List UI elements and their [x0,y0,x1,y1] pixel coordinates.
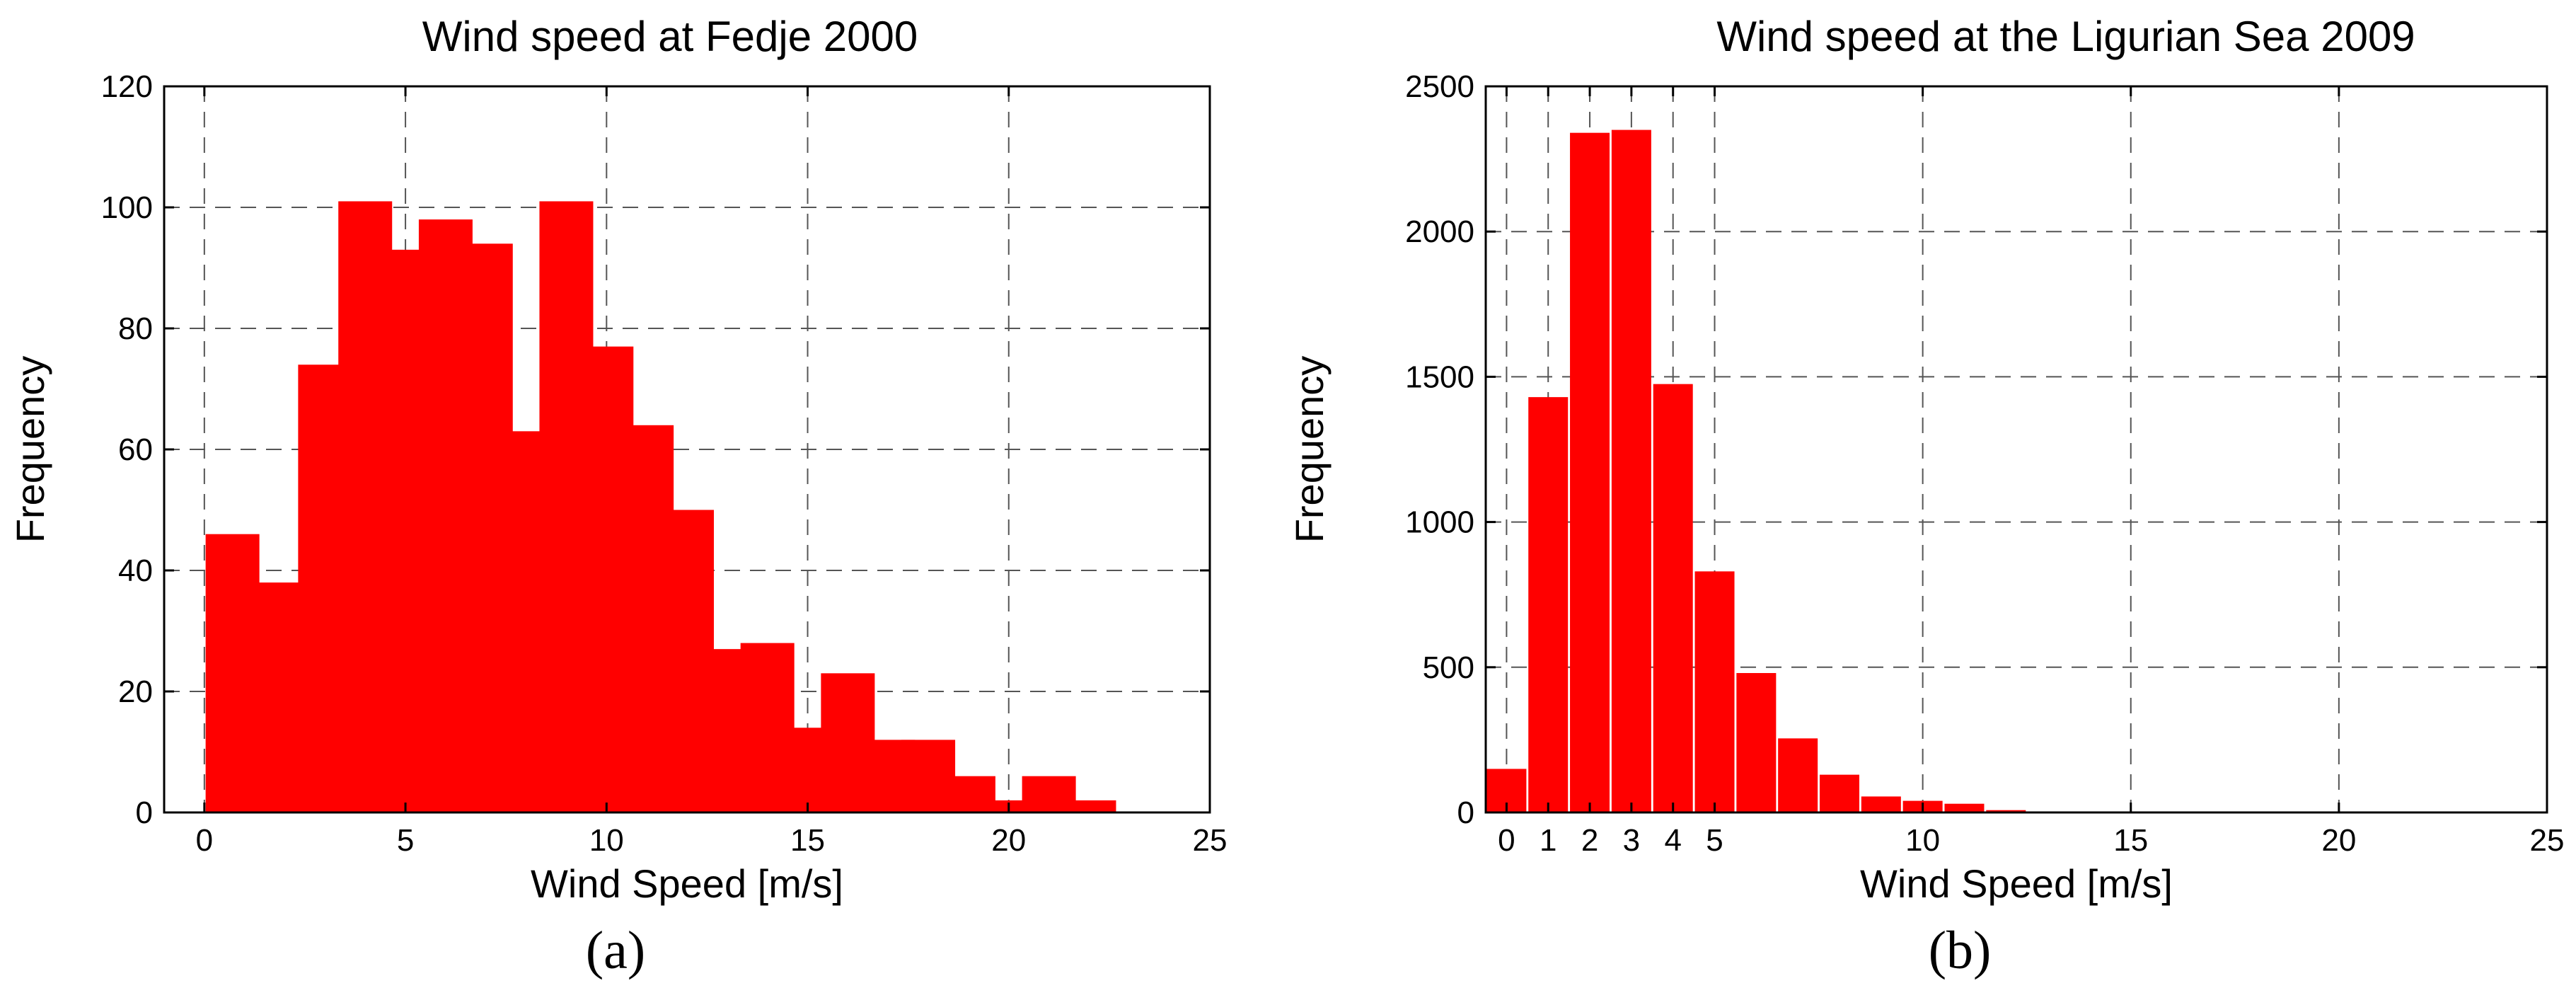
y-tick-label-b: 0 [1457,795,1474,830]
x-tick-label-a: 0 [196,823,213,858]
y-tick-label-a: 20 [118,674,153,709]
x-tick-label-b: 0 [1498,823,1515,858]
bar-b [1694,571,1735,812]
x-tick-label-a: 25 [1193,823,1228,858]
x-axis-label-a: Wind Speed [m/s] [531,861,843,906]
bar-b [1570,132,1610,812]
bar-b [1611,130,1651,812]
bar-b [1778,738,1818,812]
chart-title-a: Wind speed at Fedje 2000 [422,13,918,60]
y-axis-label-b: Frequency [1287,356,1332,544]
x-tick-label-a: 10 [589,823,624,858]
x-tick-label-b: 2 [1581,823,1598,858]
y-axis-label-a: Frequency [8,356,52,544]
x-tick-label-b: 10 [1905,823,1940,858]
chart-title-b: Wind speed at the Ligurian Sea 2009 [1716,13,2415,60]
bar-b [1528,397,1569,812]
panel-label-b: (b) [1928,921,1992,980]
x-tick-label-a: 15 [790,823,825,858]
y-tick-label-a: 80 [118,311,153,346]
x-tick-label-b: 25 [2530,823,2565,858]
plot-frame-b [1484,85,2548,814]
y-tick-label-b: 500 [1423,650,1474,685]
x-tick-label-b: 20 [2321,823,2356,858]
y-tick-label-a: 0 [136,795,153,830]
x-tick-label-b: 4 [1664,823,1681,858]
bar-b [1820,774,1859,812]
x-tick-label-a: 20 [991,823,1026,858]
bar-b [1861,796,1901,812]
y-tick-label-a: 100 [101,190,153,225]
x-axis-label-b: Wind Speed [m/s] [1860,861,2173,906]
x-tick-label-b: 3 [1623,823,1640,858]
bar-a [205,534,260,812]
x-tick-label-a: 5 [397,823,414,858]
y-tick-label-a: 120 [101,69,153,104]
x-tick-label-b: 5 [1706,823,1723,858]
y-tick-label-b: 2500 [1405,69,1474,104]
x-tick-label-b: 1 [1540,823,1556,858]
bar-b [1944,803,1985,812]
y-tick-label-b: 1000 [1405,505,1474,540]
bar-b [1986,810,2026,812]
bar-b [1653,384,1693,812]
y-tick-label-b: 1500 [1405,360,1474,394]
x-tick-label-b: 15 [2113,823,2148,858]
panel-label-a: (a) [585,921,646,980]
bar-a [1062,800,1116,812]
y-tick-label-b: 2000 [1405,214,1474,249]
y-tick-label-a: 60 [118,432,153,467]
bar-b [1736,673,1777,812]
y-tick-label-a: 40 [118,553,153,588]
